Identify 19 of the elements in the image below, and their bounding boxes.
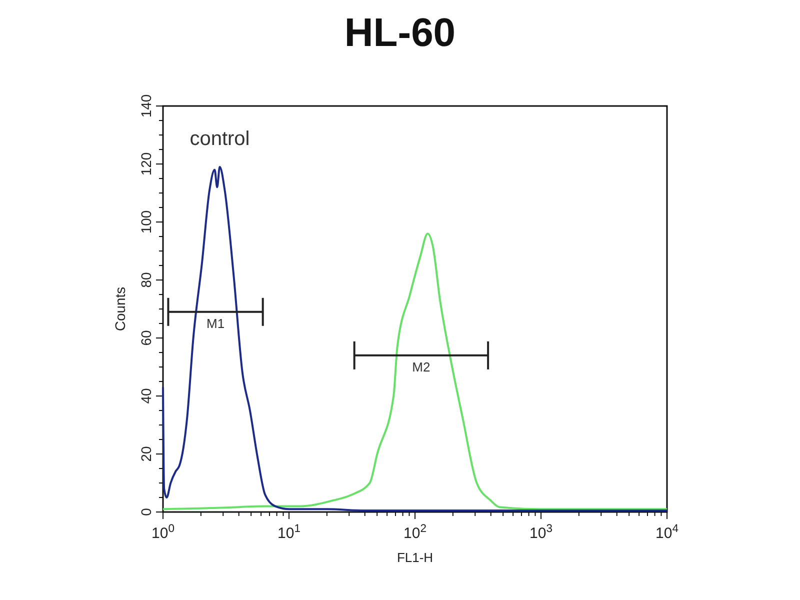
y-tick-label: 0 <box>138 508 154 516</box>
y-tick-label: 20 <box>138 446 154 462</box>
y-tick-label: 120 <box>138 152 154 176</box>
x-tick-label: 10$^{2}$ <box>404 523 426 542</box>
x-axis-title: FL1-H <box>396 550 434 565</box>
series-label: M2 <box>412 359 430 374</box>
y-tick-label: 40 <box>138 388 154 404</box>
y-tick-label: 80 <box>138 272 154 288</box>
series-label: control <box>190 128 250 150</box>
y-tick-label: 60 <box>138 330 154 346</box>
x-tick-label: 10$^{0}$ <box>152 523 174 542</box>
x-tick-label: 10$^{4}$ <box>656 523 678 542</box>
x-tick-label: 10$^{1}$ <box>278 523 300 542</box>
series-label: M1 <box>206 316 225 331</box>
x-tick-label: 10$^{3}$ <box>530 523 552 542</box>
y-axis-title: Counts <box>112 286 128 332</box>
y-tick-label: 140 <box>138 94 154 118</box>
chart-title: HL-60 <box>344 11 456 55</box>
y-tick-label: 100 <box>138 210 154 234</box>
